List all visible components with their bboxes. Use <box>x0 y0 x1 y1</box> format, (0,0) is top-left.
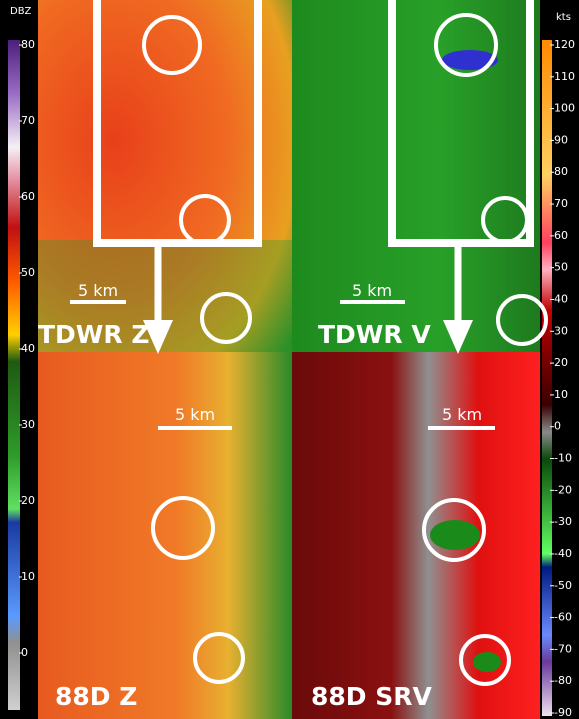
panel-label: TDWR V <box>318 320 431 349</box>
circle <box>459 634 511 686</box>
panel-tdwr-v <box>292 0 540 352</box>
colorbar-tick-label: 60 <box>554 229 568 242</box>
inset-box <box>93 0 262 247</box>
colorbar-tick-label: 50 <box>21 266 35 279</box>
circle <box>142 15 202 75</box>
green-patch <box>430 520 480 550</box>
scale-label: 5 km <box>442 405 482 424</box>
left-unit: DBZ <box>10 6 32 17</box>
colorbar-tick-label: 70 <box>21 114 35 127</box>
panel-88d-srv <box>292 352 540 719</box>
colorbar-tick-label: 50 <box>554 261 568 274</box>
scale-label: 5 km <box>78 281 118 300</box>
colorbar-tick-label: 40 <box>21 342 35 355</box>
colorbar-tick-label: 0 <box>21 646 28 659</box>
scale-label: 5 km <box>352 281 392 300</box>
circle <box>193 632 245 684</box>
colorbar-tick-label: -50 <box>554 579 572 592</box>
colorbar-tick-label: 80 <box>554 165 568 178</box>
panel-tdwr-z <box>38 0 292 352</box>
circle <box>179 194 231 246</box>
green-patch <box>473 652 501 672</box>
colorbar-tick-label: -70 <box>554 642 572 655</box>
panel-label: TDWR Z <box>38 320 149 349</box>
circle <box>200 292 252 344</box>
colorbar-tick-label: 30 <box>554 324 568 337</box>
colorbar-tick-label: 120 <box>554 38 575 51</box>
colorbar-tick-label: 60 <box>21 190 35 203</box>
right-unit: kts <box>556 12 571 23</box>
scale-label: 5 km <box>175 405 215 424</box>
right-colorbar <box>542 40 552 716</box>
panel-88d-z <box>38 352 292 719</box>
colorbar-tick-label: -30 <box>554 515 572 528</box>
blue-patch <box>442 50 498 70</box>
circle <box>422 498 486 562</box>
colorbar-tick-label: 30 <box>21 418 35 431</box>
colorbar-tick-label: 110 <box>554 70 575 83</box>
colorbar-tick-label: 20 <box>554 356 568 369</box>
arrow-head <box>443 320 473 354</box>
colorbar-tick-label: 40 <box>554 292 568 305</box>
colorbar-tick-label: 10 <box>21 570 35 583</box>
left-colorbar <box>8 40 20 710</box>
circle <box>151 496 215 560</box>
colorbar-tick-label: -60 <box>554 611 572 624</box>
colorbar-tick-label: 80 <box>21 38 35 51</box>
colorbar-tick-label: -80 <box>554 674 572 687</box>
colorbar-tick-label: 0 <box>554 420 561 433</box>
panel-label: 88D Z <box>55 682 137 711</box>
overlays <box>70 0 548 686</box>
circle <box>481 196 529 244</box>
colorbar-tick-label: 70 <box>554 197 568 210</box>
circle <box>496 294 548 346</box>
arrow-head <box>143 320 173 354</box>
colorbar-tick-label: 20 <box>21 494 35 507</box>
panel-label: 88D SRV <box>311 682 433 711</box>
circle <box>434 13 498 77</box>
colorbar-tick-label: -10 <box>554 452 572 465</box>
colorbar-tick-label: 10 <box>554 388 568 401</box>
colorbar-tick-label: -90 <box>554 706 572 719</box>
colorbar-tick-label: -40 <box>554 547 572 560</box>
colorbar-tick-label: 90 <box>554 133 568 146</box>
colorbar-tick-label: 100 <box>554 102 575 115</box>
colorbar-ticks: 8070605040302010012011010090807060504030… <box>19 38 575 719</box>
colorbar-tick-label: -20 <box>554 483 572 496</box>
